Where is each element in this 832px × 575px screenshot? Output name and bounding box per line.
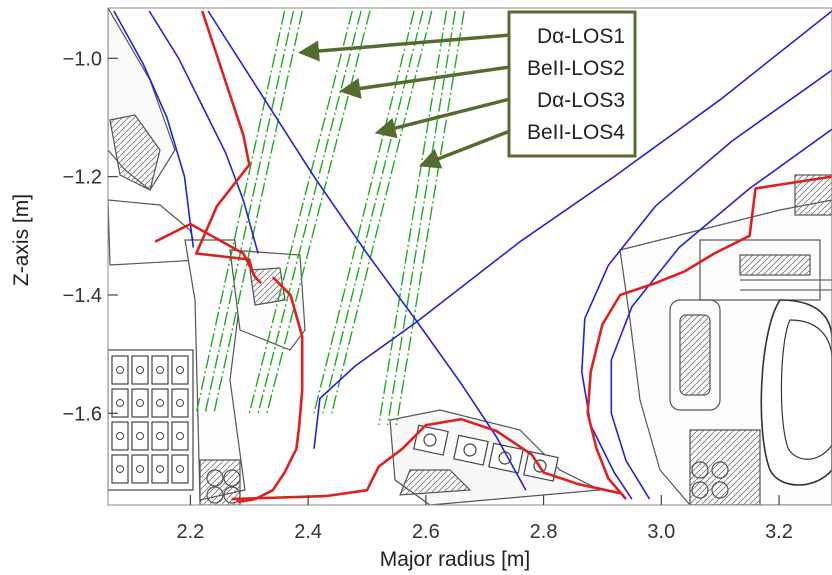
los-line: [378, 10, 448, 426]
los-line: [313, 10, 415, 414]
coil-cell: [111, 388, 129, 418]
coil-bolt: [116, 399, 124, 407]
axis-ticks: 2.2 2.4 2.6 2.8 3.0 3.2 −1.0 −1.2 −1.4 −1.6: [63, 48, 793, 543]
legend-arrow: [374, 97, 511, 139]
coil-bolt: [176, 432, 184, 440]
wall-inner-wall-upper: [195, 10, 254, 272]
coil-cell: [171, 388, 189, 418]
y-tick-label: −1.6: [63, 403, 102, 425]
x-tick-label: 3.0: [647, 521, 675, 543]
coil-bolt: [136, 399, 144, 407]
coil-bolt: [116, 432, 124, 440]
y-tick-label: −1.4: [63, 285, 102, 307]
coil-bolt: [176, 465, 184, 473]
divertor-tile: [413, 424, 449, 456]
coil-bolt: [116, 366, 124, 374]
coil-cell: [171, 421, 189, 451]
los-line: [322, 10, 424, 414]
legend-arrows: [298, 33, 511, 169]
divertor-tile: [453, 434, 489, 466]
x-tick-label: 2.8: [530, 521, 558, 543]
x-tick-label: 2.2: [177, 521, 205, 543]
los-line: [204, 10, 295, 414]
coil-cell: [171, 355, 189, 385]
legend-arrow: [298, 33, 511, 62]
los-line: [386, 10, 456, 426]
legend-label: BeII-LOS4: [527, 121, 625, 144]
flux-surface-separatrix-inner-leg: [207, 10, 527, 491]
y-tick-label: −1.2: [63, 167, 102, 189]
flux-surface-outer-sol-2: [610, 128, 832, 500]
flux-surface-separatrix-outer-leg: [313, 10, 832, 449]
coil-bolt: [116, 465, 124, 473]
x-tick-label: 2.4: [294, 521, 322, 543]
wall-outer-divertor: [586, 175, 832, 500]
los-line: [257, 10, 362, 414]
wall-divertor-floor: [231, 417, 621, 501]
plot-frame: [107, 7, 832, 506]
coil-cell: [131, 355, 149, 385]
wall-inner-baffle: [154, 222, 262, 285]
flux-surface-outer-sol-1: [580, 69, 832, 500]
wall-inner-divertor: [237, 276, 304, 504]
los-lines: [195, 10, 465, 426]
y-tick-label: −1.0: [63, 48, 102, 70]
coil-cell: [151, 454, 169, 484]
flux-surface-inner-sol-1: [113, 10, 195, 248]
legend-label: BeII-LOS2: [527, 57, 625, 80]
legend-label: Dα-LOS1: [537, 25, 625, 48]
flux-surfaces: [113, 10, 832, 500]
coil-bolt: [136, 366, 144, 374]
los-line: [330, 10, 433, 414]
coil-cell: [131, 454, 149, 484]
y-axis-title: Z-axis [m]: [10, 194, 33, 286]
x-tick-label: 2.6: [412, 521, 440, 543]
flux-surface-inner-sol-2: [148, 10, 259, 254]
divertor-tile: [488, 442, 524, 474]
coil-grid: [111, 355, 189, 484]
los-line: [213, 10, 303, 414]
legend-arrow: [418, 129, 511, 169]
los-legend: Dα-LOS1 BeII-LOS2 Dα-LOS3 BeII-LOS4: [507, 10, 637, 158]
divertor-tiles: [413, 424, 559, 482]
legend-box: [507, 10, 637, 158]
x-axis-title: Major radius [m]: [380, 548, 531, 571]
coil-bolt: [156, 399, 164, 407]
coil-cell: [111, 454, 129, 484]
coil-bolt: [156, 432, 164, 440]
coil-bolt: [136, 432, 144, 440]
coil-bolt: [136, 465, 144, 473]
coil-cell: [151, 421, 169, 451]
coil-bolt: [156, 366, 164, 374]
los-line: [248, 10, 353, 414]
coil-bolt: [176, 399, 184, 407]
coil-cell: [151, 355, 169, 385]
coil-cell: [131, 388, 149, 418]
legend-label: Dα-LOS3: [537, 89, 625, 112]
x-tick-label: 3.2: [765, 521, 793, 543]
coil-cell: [111, 421, 129, 451]
coil-cell: [171, 454, 189, 484]
coil-bolt: [156, 465, 164, 473]
los-line: [266, 10, 371, 414]
coil-bolt: [176, 366, 184, 374]
coil-cell: [111, 355, 129, 385]
los-line: [395, 10, 465, 426]
los-line: [195, 10, 286, 414]
legend-arrow: [339, 65, 511, 99]
coil-cell: [131, 421, 149, 451]
coil-cell: [151, 388, 169, 418]
first-wall-outline: [154, 10, 832, 504]
